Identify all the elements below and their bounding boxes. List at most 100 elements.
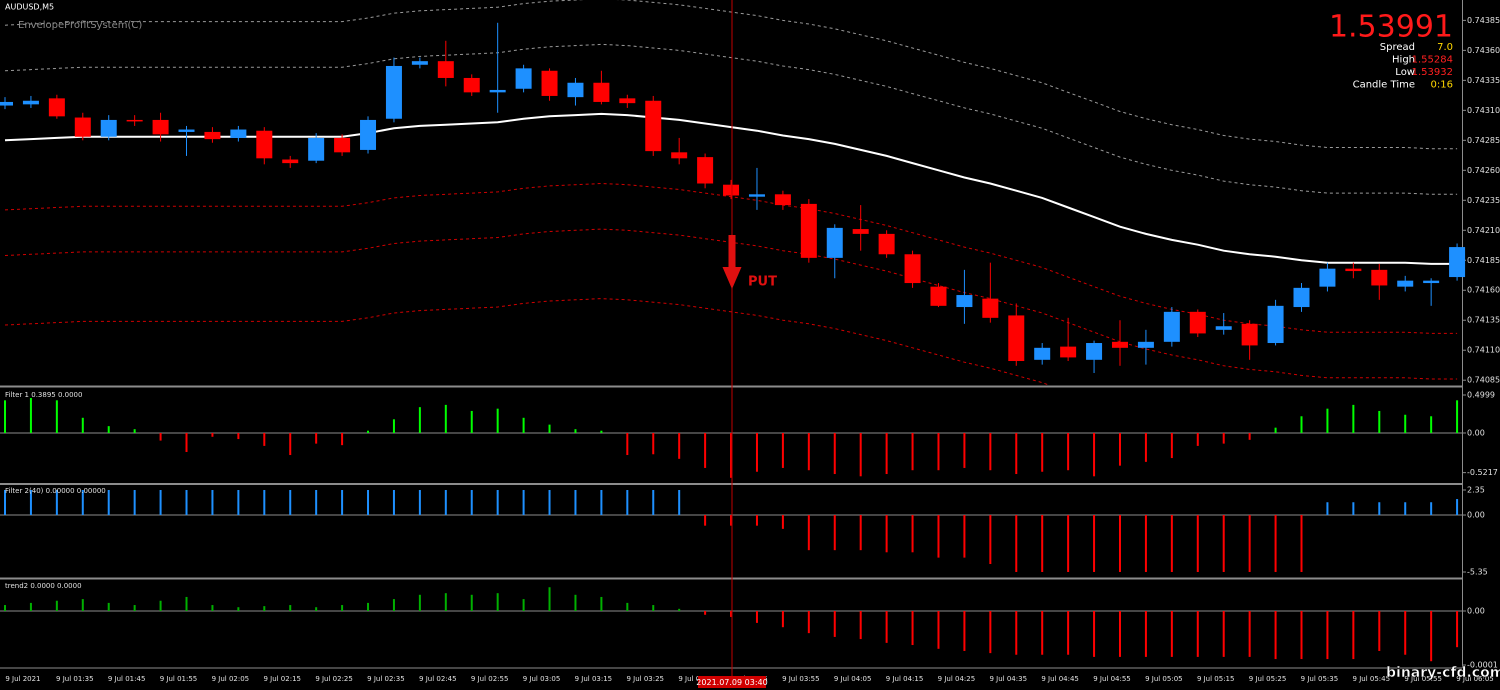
info-label: Low bbox=[1395, 67, 1415, 78]
histogram-bar bbox=[859, 432, 862, 477]
candle-body bbox=[126, 119, 143, 122]
candle-body bbox=[360, 119, 377, 150]
y-tick-label: 0.74335 bbox=[1467, 76, 1500, 85]
histogram-bar bbox=[730, 432, 733, 478]
histogram-bar bbox=[963, 610, 966, 651]
histogram-bar bbox=[1170, 432, 1173, 459]
histogram-bar bbox=[341, 490, 344, 516]
histogram-bar bbox=[55, 400, 58, 433]
histogram-bar bbox=[185, 432, 188, 452]
candle-body bbox=[22, 100, 39, 105]
histogram-bar bbox=[1404, 502, 1407, 516]
x-tick-label: 9 Jul 04:45 bbox=[1041, 675, 1079, 683]
candle-body bbox=[1215, 326, 1232, 330]
histogram-bar bbox=[704, 610, 707, 615]
histogram-bar bbox=[1015, 515, 1018, 572]
histogram-bar bbox=[4, 605, 6, 611]
histogram-bar bbox=[133, 429, 136, 433]
histogram-bar bbox=[1430, 416, 1433, 433]
panel-title: Filter 2(40) 0.00000 0.00000 bbox=[5, 487, 106, 495]
candle-body bbox=[1163, 311, 1180, 342]
histogram-bar bbox=[237, 432, 240, 440]
histogram-bar bbox=[1015, 432, 1018, 475]
candle-body bbox=[671, 152, 688, 159]
y-tick-label: -0.5217 bbox=[1467, 468, 1498, 477]
candle-body bbox=[723, 184, 740, 196]
candle-body bbox=[1034, 347, 1051, 360]
histogram-bar bbox=[574, 594, 577, 611]
candle-body bbox=[619, 98, 636, 104]
put-arrow bbox=[722, 235, 742, 289]
histogram-bar bbox=[263, 606, 266, 611]
histogram-bar bbox=[548, 587, 551, 611]
candle-body bbox=[1319, 268, 1336, 287]
candle-body bbox=[0, 101, 13, 106]
histogram-bar bbox=[418, 490, 421, 516]
histogram-bar bbox=[911, 610, 914, 646]
histogram-bar bbox=[81, 599, 84, 611]
histogram-bar bbox=[937, 610, 940, 649]
candle-body bbox=[852, 229, 869, 234]
histogram-bar bbox=[600, 430, 603, 433]
candle-body bbox=[800, 203, 817, 258]
histogram-bar bbox=[1248, 610, 1251, 657]
x-tick-label: 9 Jul 03:25 bbox=[626, 675, 664, 683]
x-tick-label: 9 Jul 04:05 bbox=[834, 675, 872, 683]
info-value: 1.55284 bbox=[1412, 55, 1453, 66]
candle-body bbox=[904, 254, 921, 284]
info-value: 7.0 bbox=[1437, 42, 1453, 53]
candle-body bbox=[1086, 343, 1103, 360]
histogram-bar bbox=[833, 610, 836, 637]
histogram-bar bbox=[911, 432, 914, 471]
x-tick-label: 9 Jul 05:45 bbox=[1353, 675, 1391, 683]
histogram-bar bbox=[522, 490, 525, 516]
histogram-bar bbox=[1041, 515, 1044, 572]
histogram-bar bbox=[1456, 499, 1459, 516]
histogram-bar bbox=[341, 605, 344, 611]
histogram-bar bbox=[678, 490, 681, 516]
candle-body bbox=[437, 61, 454, 78]
x-tick-label: 9 Jul 04:55 bbox=[1093, 675, 1131, 683]
y-tick-label: 0.74385 bbox=[1467, 16, 1500, 25]
histogram-bar bbox=[289, 605, 292, 611]
histogram-bar bbox=[185, 596, 188, 611]
x-tick-label: 9 Jul 03:05 bbox=[523, 675, 561, 683]
histogram-bar bbox=[496, 408, 499, 433]
x-tick-label: 9 Jul 03:15 bbox=[575, 675, 613, 683]
y-tick-label: 0.74110 bbox=[1467, 346, 1500, 355]
candle-body bbox=[541, 70, 558, 96]
histogram-bar bbox=[444, 593, 447, 611]
candle-body bbox=[48, 98, 65, 117]
histogram-bar bbox=[1274, 515, 1277, 572]
histogram-bar bbox=[1274, 610, 1277, 660]
candle-body bbox=[230, 129, 247, 138]
histogram-bar bbox=[833, 515, 836, 551]
histogram-bar bbox=[911, 515, 914, 553]
histogram-bar bbox=[859, 610, 862, 640]
x-tick-label: 9 Jul 02:05 bbox=[212, 675, 250, 683]
histogram-bar bbox=[989, 610, 992, 654]
candle-body bbox=[593, 82, 610, 102]
histogram-bar bbox=[392, 419, 395, 433]
x-tick-label: 9 Jul 05:55 bbox=[1404, 675, 1442, 683]
envelope-line bbox=[4, 43, 1458, 195]
candle-body bbox=[878, 233, 895, 255]
histogram-bar bbox=[730, 515, 733, 526]
histogram-bar bbox=[29, 602, 32, 611]
y-tick-label: -5.35 bbox=[1467, 567, 1488, 576]
histogram-bar bbox=[652, 490, 655, 516]
candle-body bbox=[774, 194, 791, 206]
histogram-bar bbox=[807, 610, 810, 634]
histogram-bar bbox=[652, 605, 655, 611]
info-label: Spread bbox=[1380, 42, 1415, 53]
x-tick-label: 9 Jul 03:55 bbox=[782, 675, 820, 683]
candle-body bbox=[204, 131, 221, 140]
histogram-bar bbox=[1041, 610, 1044, 655]
histogram-bar bbox=[211, 432, 214, 437]
histogram-bar bbox=[1430, 502, 1433, 516]
candle-body bbox=[463, 77, 480, 93]
histogram-bar bbox=[704, 515, 707, 526]
x-tick-label: 9 Jul 05:35 bbox=[1301, 675, 1339, 683]
